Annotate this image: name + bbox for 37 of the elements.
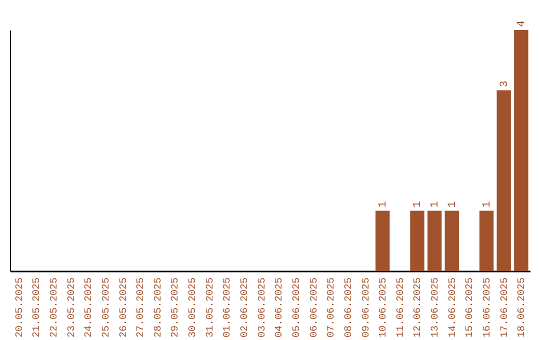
x-tick-label: 06.06.2025: [309, 278, 320, 338]
data-label: 1: [446, 200, 459, 208]
x-tick-label: 11.06.2025: [396, 278, 407, 338]
data-label: 4: [516, 20, 528, 27]
data-label: 3: [498, 80, 511, 88]
x-tick-label: 26.05.2025: [118, 278, 130, 338]
x-tick-label: 14.06.2025: [448, 278, 459, 338]
x-tick-label: 02.06.2025: [240, 278, 252, 338]
x-tick-label: 22.05.2025: [49, 278, 60, 338]
x-tick-label: 03.06.2025: [257, 278, 268, 338]
data-label: 1: [378, 200, 390, 208]
x-tick-label: 17.06.2025: [500, 278, 511, 338]
x-tick-label: 01.06.2025: [222, 278, 234, 338]
data-label: 1: [482, 200, 494, 208]
x-tick-label: 21.05.2025: [32, 278, 44, 338]
x-tick-label: 23.05.2025: [66, 278, 78, 338]
x-tick-label: 10.06.2025: [378, 278, 390, 338]
x-tick-label: 05.06.2025: [292, 278, 303, 338]
x-tick-label: 09.06.2025: [361, 278, 372, 338]
data-label: 1: [430, 200, 442, 208]
x-tick-label: 29.05.2025: [170, 278, 182, 338]
x-tick-label: 25.05.2025: [101, 278, 112, 338]
x-tick-label: 08.06.2025: [344, 278, 355, 338]
x-tick-label: 12.06.2025: [413, 278, 424, 338]
x-tick-label: 28.05.2025: [153, 278, 164, 338]
x-tick-label: 07.06.2025: [326, 278, 338, 338]
x-tick-label: 24.05.2025: [84, 278, 96, 338]
x-tick-label: 30.05.2025: [188, 278, 200, 338]
x-tick-label: 16.06.2025: [482, 278, 494, 338]
x-tick-label: 31.05.2025: [205, 278, 216, 338]
data-label: 1: [412, 200, 424, 208]
x-tick-label: 20.05.2025: [14, 278, 26, 338]
x-tick-label: 27.05.2025: [136, 278, 148, 338]
x-tick-label: 04.06.2025: [274, 278, 286, 338]
x-tick-label: 13.06.2025: [430, 278, 442, 338]
x-tick-label: 15.06.2025: [465, 278, 476, 338]
x-tick-label: 18.06.2025: [517, 278, 528, 338]
